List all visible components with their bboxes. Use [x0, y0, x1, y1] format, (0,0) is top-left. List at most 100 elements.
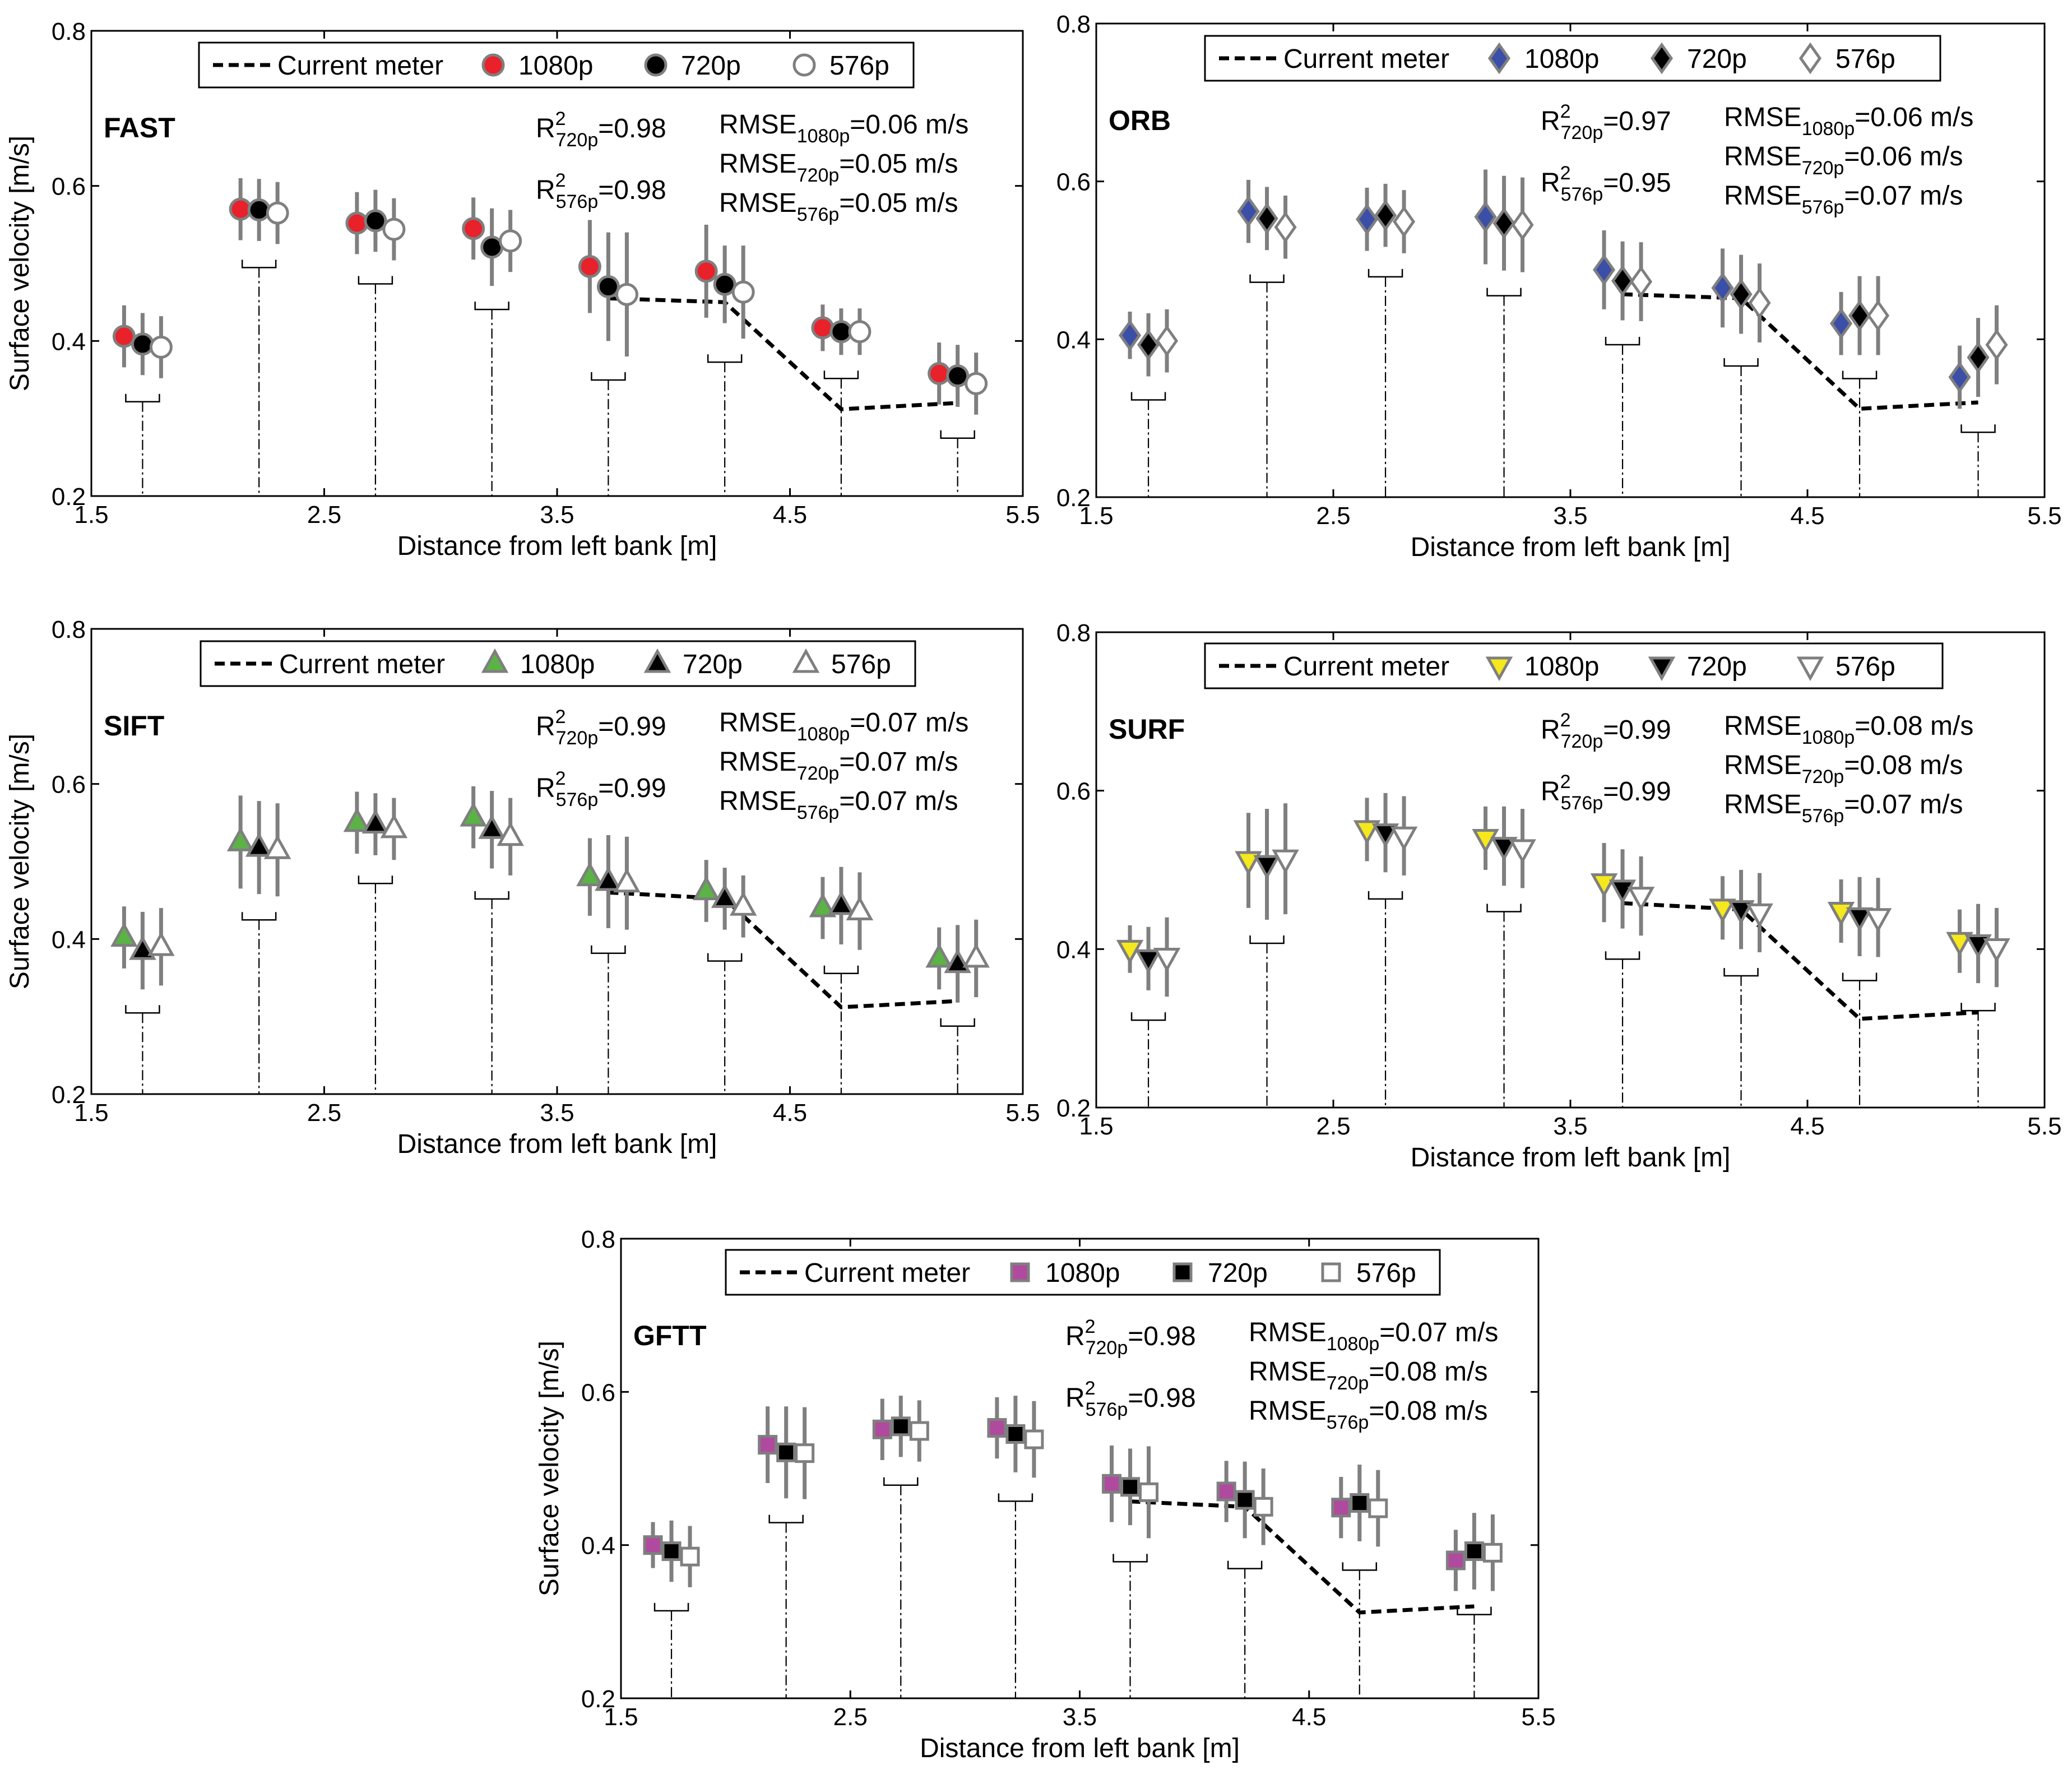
marker-576p	[1983, 938, 2010, 963]
marker-1080p	[1711, 272, 1734, 304]
rmse-label: RMSE576p=0.08 m/s	[1249, 1396, 1487, 1433]
x-tick-label: 2.5	[307, 1099, 341, 1127]
marker-576p	[1746, 903, 1773, 928]
plot-area	[90, 30, 1024, 497]
station-bracket	[1842, 972, 1878, 981]
legend-current-meter: Current meter	[1283, 44, 1449, 74]
stat-value: =0.97	[1603, 106, 1671, 136]
marker-720p	[1464, 1541, 1484, 1562]
stat-value: =0.99	[598, 773, 666, 803]
stat-value: =0.99	[598, 712, 666, 742]
station-bracket	[358, 276, 393, 285]
station-bracket	[241, 912, 277, 921]
stat-base: R	[536, 773, 555, 803]
marker-1080p	[226, 827, 254, 851]
stat-sub: 720p	[1561, 122, 1603, 143]
current-meter-line	[608, 890, 958, 1009]
stat-sup: 2	[1085, 1316, 1096, 1337]
station-bracket	[823, 965, 859, 974]
y-tick-label: 0.2	[52, 1081, 86, 1109]
marker-1080p	[811, 316, 835, 340]
marker-1080p	[1353, 820, 1381, 845]
marker-576p	[1153, 947, 1181, 972]
x-axis-label: Distance from left bank [m]	[1411, 1143, 1731, 1173]
station-bracket	[1113, 1554, 1148, 1563]
stat-value: =0.05 m/s	[839, 149, 958, 179]
stat-value: =0.06 m/s	[850, 110, 968, 140]
marker-576p	[613, 868, 641, 893]
marker-720p	[1730, 278, 1753, 311]
stat-base: R	[1065, 1383, 1085, 1413]
marker-576p	[909, 1421, 929, 1441]
station-bracket	[1368, 891, 1403, 900]
stat-sup: 2	[555, 170, 566, 191]
marker-576p	[1748, 287, 1771, 319]
marker-576p	[1482, 1542, 1503, 1563]
marker-1080p	[1102, 1474, 1122, 1494]
legend-frame	[725, 1249, 1441, 1296]
marker-576p	[499, 229, 522, 253]
rmse-label: RMSE576p=0.05 m/s	[719, 188, 958, 225]
stat-value: =0.95	[1603, 168, 1671, 198]
stat-sub: 720p	[1086, 1337, 1128, 1359]
legend: Current meter 1080p 720p 576p	[198, 41, 915, 89]
station-bracket	[1130, 392, 1166, 401]
marker-1080p	[1592, 254, 1616, 286]
stat-value: =0.98	[1128, 1322, 1195, 1351]
stat-sub: 720p	[1802, 766, 1844, 787]
y-tick-label: 0.2	[581, 1685, 615, 1713]
stat-base: RMSE	[1249, 1318, 1327, 1347]
marker-720p	[364, 209, 387, 233]
current-meter-line	[1130, 1499, 1475, 1615]
marker-1080p	[758, 1435, 778, 1455]
rmse-label: RMSE720p=0.08 m/s	[1249, 1357, 1487, 1394]
marker-720p	[1255, 202, 1278, 235]
marker-720p	[711, 883, 739, 908]
station-bracket	[125, 1005, 160, 1014]
marker-576p	[497, 821, 524, 846]
method-label: FAST	[104, 112, 175, 143]
marker-720p	[1967, 341, 1990, 374]
rmse-label: RMSE1080p=0.06 m/s	[1724, 103, 1973, 140]
marker-720p	[1964, 934, 1992, 959]
x-tick-label: 4.5	[1790, 1113, 1824, 1140]
rmse-label: RMSE576p=0.07 m/s	[719, 786, 958, 823]
marker-576p	[729, 891, 757, 916]
plot-area	[1095, 22, 2046, 498]
x-tick-label: 5.5	[2027, 502, 2061, 530]
marker-576p	[1274, 211, 1297, 243]
marker-576p	[1368, 1498, 1388, 1518]
marker-720p	[595, 866, 622, 891]
plot-area	[620, 1238, 1540, 1699]
stat-sub: 576p	[1802, 805, 1844, 827]
r2-label: R2 720p=0.99	[1541, 710, 1671, 752]
stat-sup: 2	[1085, 1378, 1096, 1399]
stat-base: RMSE	[1724, 142, 1802, 172]
station-bracket	[1723, 967, 1759, 977]
panel-surf: 1.5 2.5 3.5 4.5 5.5 0.2 0.4 0.6 0.8 Distance from…	[1056, 619, 2062, 1173]
legend-marker-res_1080	[1010, 1262, 1030, 1282]
legend-marker-res_1080	[481, 648, 509, 673]
stat-sub: 720p	[797, 165, 840, 186]
legend-current-meter: Current meter	[1283, 652, 1449, 682]
rmse-label: RMSE720p=0.06 m/s	[1724, 142, 1963, 179]
stat-value: =0.07 m/s	[839, 747, 958, 777]
x-tick-label: 1.5	[74, 1099, 108, 1127]
station-bracket	[940, 430, 975, 439]
marker-576p	[1866, 299, 1890, 332]
x-axis-label: Distance from left bank [m]	[397, 1129, 717, 1159]
x-tick-label: 3.5	[540, 501, 574, 529]
stat-sub: 576p	[1327, 1412, 1369, 1433]
y-axis-label: Surface velocity [m/s]	[535, 1341, 564, 1596]
legend: Current meter 1080p 720p 576p	[200, 640, 916, 687]
stat-base: RMSE	[1724, 103, 1802, 132]
panel-orb: 1.5 2.5 3.5 4.5 5.5 0.2 0.4 0.6 0.8 Distance from…	[1056, 11, 2062, 562]
marker-576p	[1864, 908, 1892, 933]
stat-value: =0.08 m/s	[1369, 1357, 1487, 1387]
stat-base: RMSE	[1724, 181, 1802, 211]
marker-576p	[615, 282, 638, 306]
method-label: SURF	[1109, 714, 1185, 745]
x-tick-label: 1.5	[604, 1703, 638, 1731]
y-tick-label: 0.4	[1056, 326, 1091, 354]
y-tick-label: 0.8	[1056, 619, 1091, 647]
